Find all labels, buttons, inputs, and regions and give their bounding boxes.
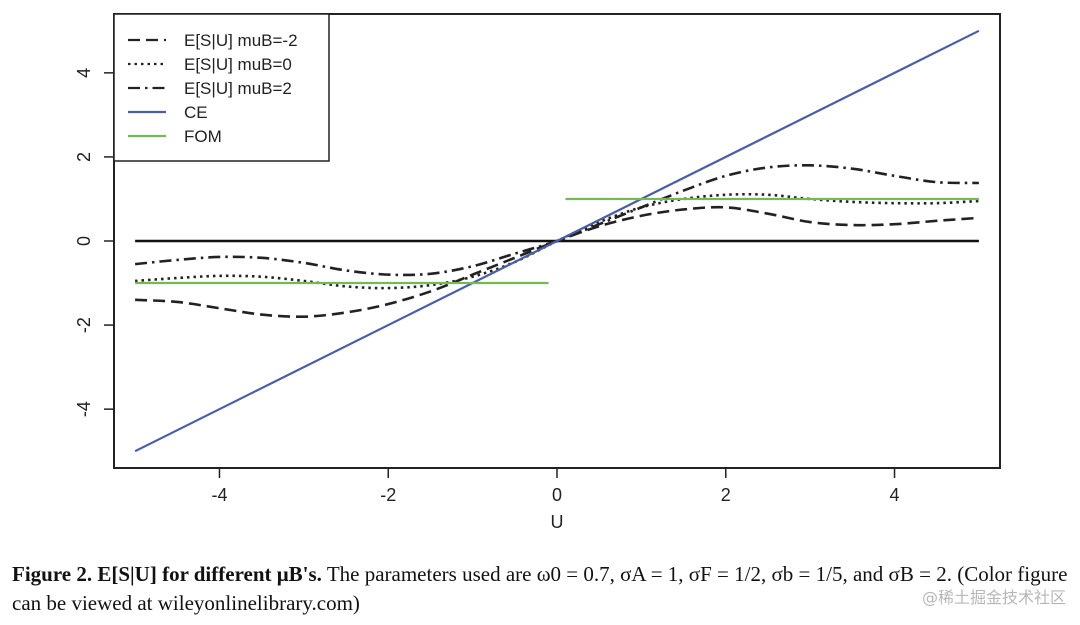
figure-caption: Figure 2. E[S|U] for different μB's. The… — [12, 560, 1072, 618]
y-axis: -4 -2 0 2 4 — [74, 68, 114, 417]
x-tick-label: 0 — [552, 485, 562, 505]
x-axis-title: U — [551, 512, 564, 532]
y-tick-label: 4 — [74, 68, 94, 78]
x-tick-label: 4 — [890, 485, 900, 505]
y-tick-label: 0 — [74, 236, 94, 246]
caption-text: The parameters used are ω0 = 0.7, σA = 1… — [12, 562, 1068, 615]
legend-label-e-s-u-mub-0: E[S|U] muB=0 — [184, 55, 292, 74]
y-tick-label: -2 — [74, 317, 94, 333]
legend-label-fom: FOM — [184, 127, 222, 146]
series-e-s-u-mub-2-line — [135, 205, 979, 319]
x-tick-label: -2 — [380, 485, 396, 505]
watermark: @稀土掘金技术社区 — [921, 588, 1066, 607]
y-tick-label: -4 — [74, 401, 94, 417]
legend-label-e-s-u-mub-2: E[S|U] muB=2 — [184, 79, 292, 98]
legend: E[S|U] muB=-2 E[S|U] muB=0 E[S|U] muB=2 CE F… — [113, 13, 330, 162]
x-tick-label: -4 — [211, 485, 227, 505]
caption-title: E[S|U] for different μB's. — [97, 562, 322, 586]
legend-label-e-s-u-mub-2: E[S|U] muB=-2 — [184, 31, 298, 50]
series-layer — [134, 29, 980, 453]
series-ce-line — [134, 29, 980, 453]
y-tick-label: 2 — [74, 152, 94, 162]
series-e-s-u-mub-2-line — [134, 163, 979, 277]
legend-label-ce: CE — [184, 103, 208, 122]
x-axis: -4 -2 0 2 4 — [211, 468, 900, 505]
caption-label: Figure 2. — [12, 562, 93, 586]
x-tick-label: 2 — [721, 485, 731, 505]
